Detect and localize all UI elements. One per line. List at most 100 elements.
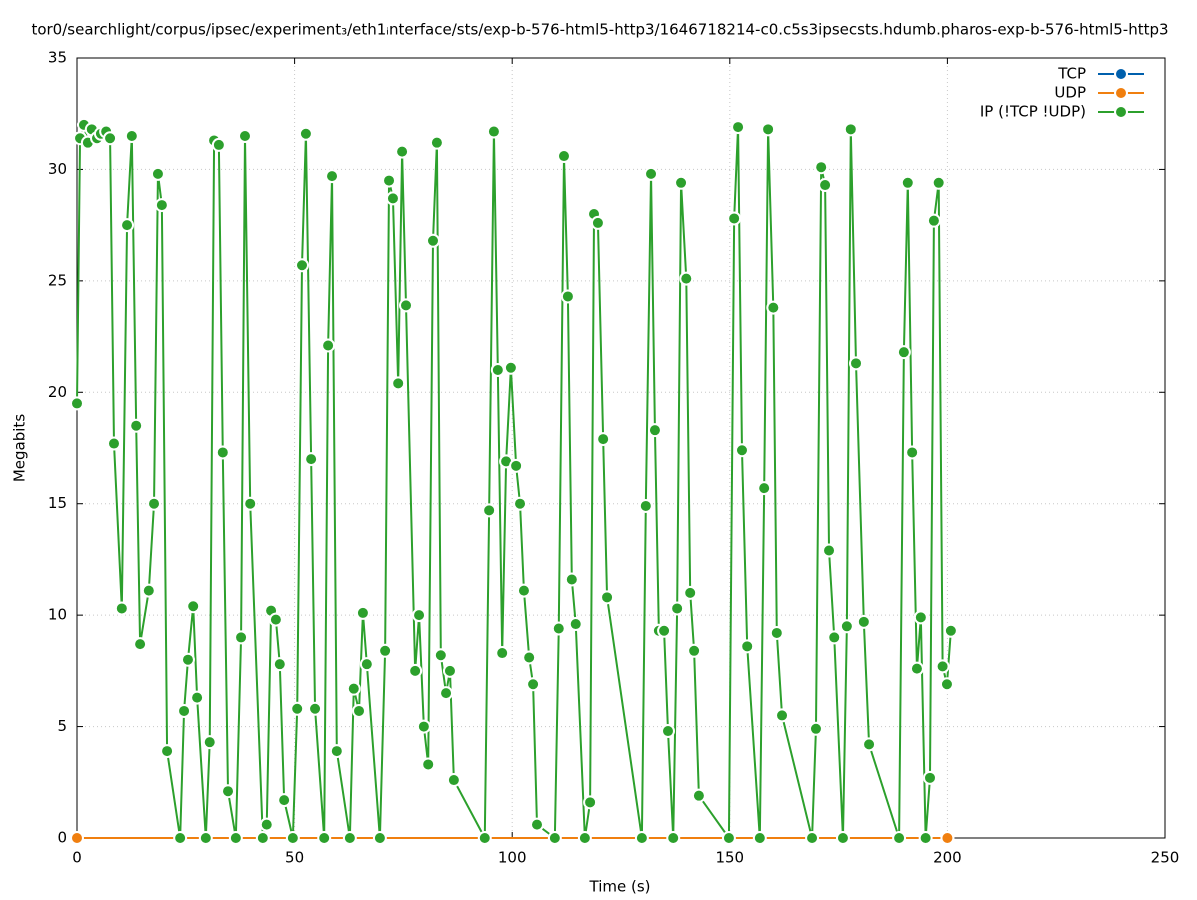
data-point (433, 648, 448, 663)
data-point (647, 423, 662, 438)
data-point (290, 701, 305, 716)
data-point (805, 831, 820, 845)
data-point (666, 831, 681, 845)
data-point (495, 646, 510, 661)
data-point (843, 122, 858, 137)
data-point (577, 831, 592, 845)
data-point (228, 831, 243, 845)
data-point (892, 831, 907, 845)
series-line (76, 124, 952, 842)
data-point (141, 583, 156, 598)
data-point (382, 173, 397, 188)
data-point (150, 166, 165, 181)
y-tick-label: 30 (48, 160, 67, 178)
data-point (395, 144, 410, 159)
data-point (674, 175, 689, 190)
data-point (530, 817, 545, 832)
data-point (661, 724, 676, 739)
data-point (308, 701, 323, 716)
data-point (935, 659, 950, 674)
data-point (856, 614, 871, 629)
data-point (355, 605, 370, 620)
data-point (486, 124, 501, 139)
data-point (827, 630, 842, 645)
data-point (644, 166, 659, 181)
data-point (421, 757, 436, 772)
data-point (568, 617, 583, 632)
data-point (211, 137, 226, 152)
y-tick-label: 10 (48, 606, 67, 624)
data-point (359, 657, 374, 672)
data-point (429, 135, 444, 150)
data-point (378, 643, 393, 658)
data-point (304, 452, 319, 467)
legend-swatch (1114, 67, 1128, 81)
y-tick-label: 15 (48, 494, 67, 512)
data-point (943, 623, 958, 638)
x-tick-label: 0 (72, 849, 82, 867)
legend-swatch (1114, 86, 1128, 100)
data-point (757, 481, 772, 496)
data-point (560, 289, 575, 304)
data-point (385, 191, 400, 206)
data-point (634, 831, 649, 845)
data-point (657, 623, 672, 638)
data-point (215, 445, 230, 460)
data-point (408, 663, 423, 678)
data-point (547, 831, 562, 845)
data-point (926, 213, 941, 228)
x-tick-label: 200 (933, 849, 962, 867)
legend-label: UDP (1054, 84, 1086, 102)
data-point (526, 677, 541, 692)
data-point (590, 215, 605, 230)
data-point (490, 363, 505, 377)
data-point (913, 610, 928, 625)
data-point (922, 770, 937, 785)
data-point (896, 345, 911, 360)
x-tick-label: 150 (715, 849, 744, 867)
chart-title: tor0/searchlight/corpus/ipsec/experiment… (31, 21, 1168, 39)
data-point (509, 458, 524, 473)
data-point (683, 585, 698, 600)
data-point (556, 149, 571, 164)
data-point (298, 126, 313, 141)
y-tick-label: 35 (48, 49, 67, 67)
x-axis-label: Time (s) (589, 878, 651, 896)
data-point (103, 131, 118, 146)
data-point (596, 432, 611, 447)
data-point (583, 795, 598, 810)
data-point (727, 211, 742, 226)
data-point (317, 831, 332, 845)
data-point (114, 601, 129, 616)
data-point (513, 496, 528, 511)
data-point (160, 744, 175, 759)
data-point (106, 436, 121, 451)
data-point (670, 601, 685, 616)
data-point (255, 831, 270, 845)
data-point (862, 737, 877, 752)
data-point (70, 396, 84, 411)
data-point (221, 784, 236, 799)
data-point (482, 503, 497, 518)
data-point (931, 175, 946, 190)
data-point (761, 122, 776, 137)
data-point (399, 298, 414, 313)
data-point (346, 681, 361, 696)
data-point (154, 198, 169, 213)
y-tick-label: 5 (57, 717, 67, 735)
x-tick-label: 100 (498, 849, 527, 867)
data-point (329, 744, 344, 759)
legend-swatch (1114, 105, 1128, 119)
data-point (234, 630, 249, 645)
data-point (186, 599, 201, 614)
data-point (477, 831, 492, 845)
data-point (391, 376, 406, 391)
data-point (268, 612, 283, 627)
data-point (177, 703, 192, 718)
y-tick-label: 25 (48, 271, 67, 289)
data-point (849, 356, 864, 371)
data-point (237, 129, 252, 143)
data-point (180, 652, 195, 667)
y-axis-label: Megabits (11, 414, 29, 482)
data-point (808, 721, 823, 736)
